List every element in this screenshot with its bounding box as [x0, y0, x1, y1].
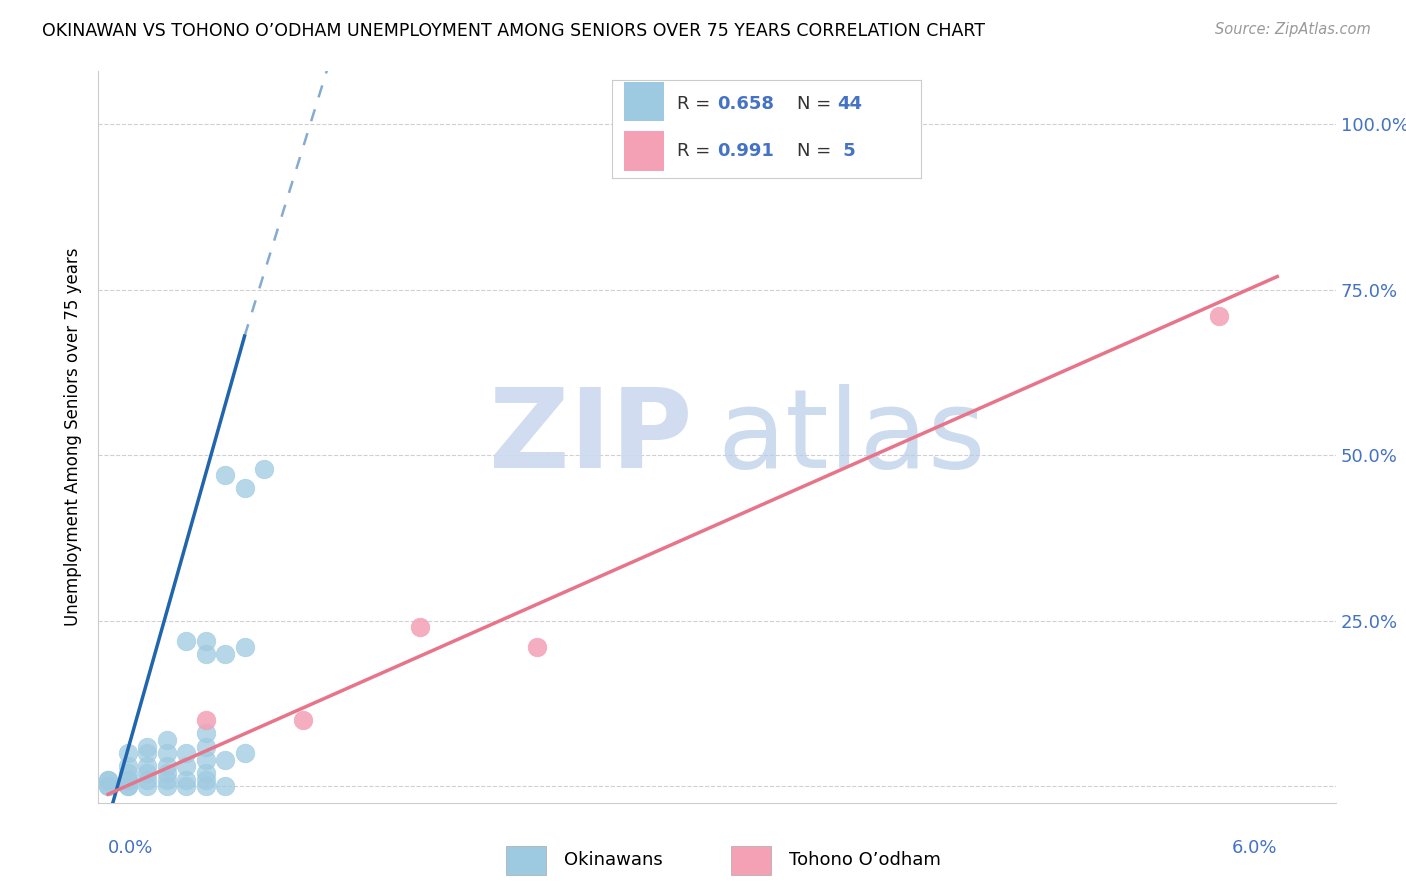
Point — [156, 746, 179, 760]
Point — [156, 759, 179, 773]
Point — [233, 746, 256, 760]
Point — [194, 772, 217, 787]
Point — [194, 779, 217, 793]
Text: N =: N = — [797, 95, 837, 112]
Text: 0.0%: 0.0% — [108, 839, 153, 857]
Point — [233, 640, 256, 655]
Point — [136, 746, 159, 760]
Point — [156, 772, 179, 787]
Point — [214, 753, 236, 767]
Point — [214, 647, 236, 661]
Point — [174, 759, 197, 773]
Point — [97, 779, 120, 793]
Text: Tohono O’odham: Tohono O’odham — [789, 851, 941, 870]
Point — [136, 766, 159, 780]
Point — [117, 772, 139, 787]
Point — [194, 726, 217, 740]
Text: 6.0%: 6.0% — [1232, 839, 1277, 857]
Point — [97, 779, 120, 793]
Point — [97, 772, 120, 787]
Point — [253, 461, 276, 475]
Bar — [731, 846, 770, 875]
Point — [136, 739, 159, 754]
Point — [194, 739, 217, 754]
Y-axis label: Unemployment Among Seniors over 75 years: Unemployment Among Seniors over 75 years — [65, 248, 83, 626]
Point — [117, 779, 139, 793]
Text: R =: R = — [676, 95, 716, 112]
Point — [136, 779, 159, 793]
Point — [156, 779, 179, 793]
Bar — [624, 82, 664, 121]
Text: atlas: atlas — [717, 384, 986, 491]
Point — [409, 620, 432, 634]
Point — [156, 733, 179, 747]
Point — [117, 779, 139, 793]
Text: ZIP: ZIP — [489, 384, 692, 491]
Text: Source: ZipAtlas.com: Source: ZipAtlas.com — [1215, 22, 1371, 37]
Bar — [624, 131, 664, 170]
Text: OKINAWAN VS TOHONO O’ODHAM UNEMPLOYMENT AMONG SENIORS OVER 75 YEARS CORRELATION : OKINAWAN VS TOHONO O’ODHAM UNEMPLOYMENT … — [42, 22, 986, 40]
Point — [292, 713, 315, 727]
Text: 0.658: 0.658 — [717, 95, 773, 112]
Point — [136, 759, 159, 773]
Point — [136, 772, 159, 787]
Point — [117, 766, 139, 780]
Point — [214, 779, 236, 793]
Point — [214, 468, 236, 483]
Text: 44: 44 — [838, 95, 862, 112]
Point — [174, 772, 197, 787]
Point — [174, 779, 197, 793]
Point — [233, 482, 256, 496]
Point — [117, 772, 139, 787]
Bar — [506, 846, 546, 875]
Point — [194, 713, 217, 727]
Point — [174, 746, 197, 760]
Point — [194, 753, 217, 767]
Text: 0.991: 0.991 — [717, 142, 773, 160]
Point — [194, 647, 217, 661]
Point — [174, 633, 197, 648]
Point — [526, 640, 548, 655]
Text: R =: R = — [676, 142, 716, 160]
Text: 5: 5 — [838, 142, 856, 160]
Point — [1208, 310, 1230, 324]
Point — [117, 759, 139, 773]
Point — [194, 633, 217, 648]
Text: Okinawans: Okinawans — [564, 851, 662, 870]
Point — [117, 746, 139, 760]
Point — [194, 766, 217, 780]
Point — [156, 766, 179, 780]
Point — [97, 772, 120, 787]
Text: N =: N = — [797, 142, 837, 160]
